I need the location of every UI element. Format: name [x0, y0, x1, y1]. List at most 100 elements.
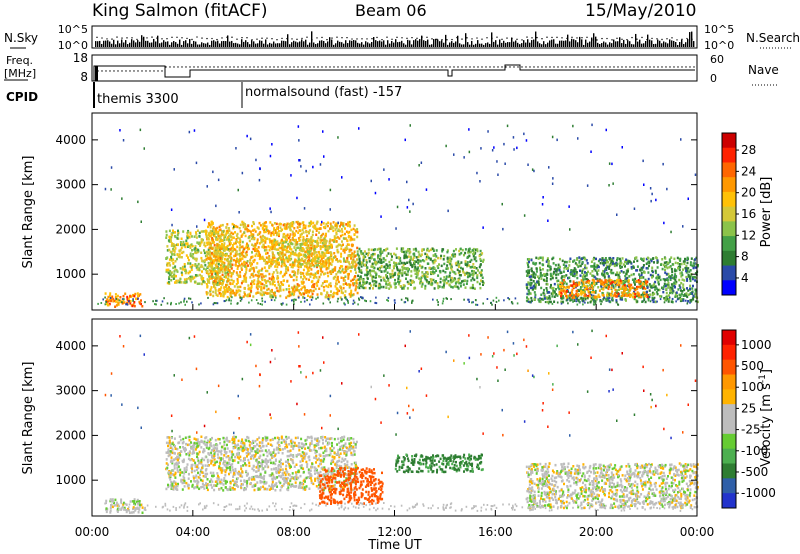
echo-cell — [271, 280, 274, 283]
echo-cell — [371, 280, 374, 283]
echo-cell — [213, 280, 216, 283]
echo-cell — [187, 262, 189, 265]
echo-cell — [313, 283, 316, 286]
echo-cell — [440, 254, 443, 258]
echo-cell — [280, 281, 283, 284]
echo-cell — [459, 247, 462, 251]
echo-cell — [605, 264, 608, 268]
echo-cell — [264, 291, 267, 294]
noise-bar — [499, 39, 501, 47]
echo-cell — [215, 247, 218, 250]
noise-bar — [493, 41, 495, 47]
echo-cell — [346, 239, 349, 243]
noise-bar — [531, 40, 533, 47]
echo-cell — [597, 269, 600, 272]
noise-bar — [623, 39, 625, 47]
noise-bar — [469, 44, 471, 47]
echo-cell — [237, 265, 240, 268]
echo-cell — [226, 290, 229, 293]
echo-cell — [225, 289, 228, 292]
echo-cell — [593, 256, 596, 260]
noise-bar — [609, 42, 611, 47]
echo-cell — [341, 230, 344, 233]
echo-cell — [310, 236, 313, 239]
echo-cell — [462, 279, 465, 283]
noise-bar — [267, 44, 269, 47]
noise-bar — [431, 44, 433, 47]
echo-cell — [665, 287, 668, 291]
noise-search-point — [341, 37, 343, 39]
echo-cell — [623, 288, 626, 291]
echo-cell — [312, 221, 315, 225]
echo-cell — [527, 289, 530, 293]
echo-cell — [320, 292, 323, 295]
echo-cell — [673, 284, 676, 288]
echo-cell — [251, 224, 253, 228]
echo-cell — [209, 223, 212, 226]
noise-bar — [669, 39, 671, 47]
echo-cell — [378, 275, 380, 278]
noise-search-point — [596, 39, 598, 41]
noise-bar — [247, 42, 249, 47]
echo-cell — [232, 236, 235, 239]
echo-cell — [240, 266, 243, 270]
nave-point — [145, 70, 147, 72]
nave-point — [293, 66, 295, 68]
echo-cell — [374, 284, 377, 288]
echo-cell — [319, 254, 322, 258]
noise-bar — [301, 39, 303, 47]
noise-bar — [293, 40, 295, 47]
echo-cell — [335, 282, 338, 286]
echo-cell — [450, 263, 453, 266]
noise-bar — [243, 41, 245, 47]
echo-cell — [244, 255, 247, 258]
echo-cell — [274, 291, 276, 294]
echo-cell — [350, 257, 352, 260]
echo-cell — [168, 275, 171, 279]
echo-cell — [181, 265, 184, 269]
echo-cell — [189, 270, 192, 274]
nave-point — [541, 66, 543, 68]
echo-cell — [255, 283, 258, 286]
nave-point — [561, 66, 563, 68]
echo-cell — [594, 269, 597, 272]
echo-cell — [693, 264, 696, 268]
echo-cell — [267, 232, 270, 235]
echo-cell — [297, 231, 300, 234]
echo-cell — [265, 252, 267, 255]
echo-cell — [339, 243, 342, 247]
noise-search-point — [216, 38, 218, 41]
echo-cell — [219, 288, 222, 291]
echo-cell — [219, 260, 222, 263]
echo-cell — [256, 274, 259, 277]
echo-cell — [214, 286, 217, 290]
echo-cell — [675, 294, 678, 297]
noise-bar — [475, 43, 477, 47]
noise-bar — [223, 40, 225, 47]
echo-cell — [533, 284, 536, 287]
nave-label: Nave — [748, 63, 779, 77]
echo-cell — [176, 270, 179, 273]
echo-cell — [170, 272, 173, 275]
echo-cell — [669, 275, 672, 278]
echo-cell — [269, 221, 272, 224]
echo-cell — [383, 265, 386, 269]
echo-cell — [312, 276, 315, 280]
echo-cell — [311, 243, 314, 246]
echo-cell — [356, 235, 359, 239]
echo-cell — [259, 281, 262, 284]
echo-cell — [201, 265, 204, 268]
echo-cell — [243, 260, 246, 264]
echo-cell — [295, 220, 298, 224]
noise-bar — [335, 43, 337, 47]
echo-cell — [355, 285, 358, 288]
echo-cell — [572, 280, 575, 283]
echo-cell — [456, 268, 459, 272]
nave-point — [333, 66, 335, 68]
echo-cell — [325, 222, 328, 226]
echo-cell — [324, 225, 327, 228]
echo-cell — [317, 263, 319, 267]
echo-cell — [315, 222, 318, 225]
nave-point — [197, 66, 199, 68]
echo-cell — [552, 291, 555, 295]
